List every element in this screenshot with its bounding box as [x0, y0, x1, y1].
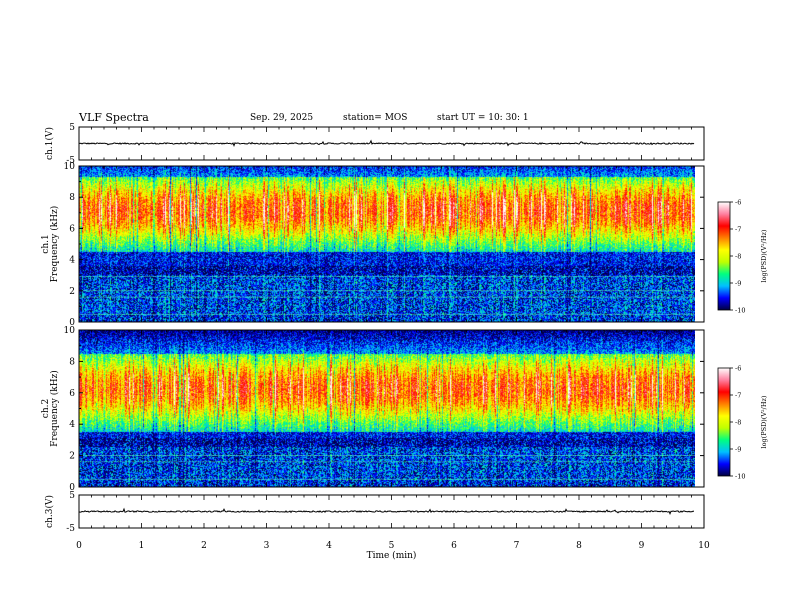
- x-tick-label: 5: [389, 541, 395, 551]
- colorbar-gradient: [717, 201, 731, 311]
- ch1-spectrogram-ylabel: ch.1: [41, 234, 51, 253]
- colorbar-tick-label: -7: [735, 392, 741, 400]
- ch1-waveform-panel: 5 -5 ch.1(V): [44, 123, 705, 166]
- colorbar-label: log(PSD)(V²/Hz): [760, 395, 768, 448]
- colorbar-tick-label: -9: [735, 280, 741, 288]
- ch1-waveform-ytick-label: -5: [66, 156, 75, 166]
- ch2-spectrogram-ylabel: ch.2: [41, 399, 51, 418]
- ch2-spectrogram-ytick-label: 0: [69, 483, 75, 493]
- x-tick-label: 6: [451, 541, 457, 551]
- x-tick-label: 8: [576, 541, 582, 551]
- ch3-waveform-ylabel: ch.3(V): [44, 495, 55, 528]
- ch1-waveform-trace: [78, 139, 695, 147]
- ch3-waveform-trace: [78, 507, 695, 515]
- ch1-spectrogram-ytick-label: 0: [69, 318, 75, 328]
- ch3-waveform-ytick-label: 5: [69, 491, 75, 501]
- x-tick-label: 9: [639, 541, 645, 551]
- ch1-spectrogram-raster: [79, 166, 695, 322]
- x-axis-label: Time (min): [367, 550, 417, 561]
- start-time-label: start UT = 10: 30: 1: [437, 113, 529, 123]
- x-tick-label: 4: [326, 541, 332, 551]
- ch1-spectrogram-ytick-label: 4: [69, 256, 75, 266]
- colorbar-tick-label: -9: [735, 446, 741, 454]
- ch1-waveform-ytick-label: 5: [69, 123, 75, 133]
- colorbar-2: -6 -7 -8 -9 -10 log(PSD)(V²/Hz): [717, 365, 768, 481]
- ch1-spectrogram-ylabel: Frequency (kHz): [49, 206, 60, 283]
- ch2-spectrogram-ytick-label: 10: [64, 326, 76, 336]
- colorbar-tick-label: -6: [735, 365, 741, 373]
- station-label: station= MOS: [343, 113, 408, 123]
- ch3-waveform-ytick-label: -5: [66, 524, 75, 534]
- x-tick-label: 7: [514, 541, 520, 551]
- ch2-spectrogram-ytick-label: 6: [69, 389, 75, 399]
- ch1-waveform-ylabel: ch.1(V): [44, 127, 55, 160]
- plot-title: VLF Spectra: [79, 111, 149, 124]
- x-tick-label: 1: [139, 541, 145, 551]
- colorbar-tick-label: -10: [735, 473, 745, 481]
- ch1-spectrogram-ytick-label: 6: [69, 224, 75, 234]
- colorbar-tick-label: -10: [735, 307, 745, 315]
- ch2-spectrogram-ytick-label: 8: [69, 357, 75, 367]
- x-tick-label: 0: [76, 541, 82, 551]
- x-tick-label: 3: [264, 541, 270, 551]
- ch1-spectrogram-ytick-label: 10: [64, 162, 76, 172]
- ch2-spectrogram-raster: [79, 330, 695, 487]
- ch2-spectrogram-ylabel: Frequency (kHz): [49, 370, 60, 447]
- ch1-spectrogram-panel: 0 2 4 6 8 10 ch.1 Frequency (kHz): [41, 162, 705, 328]
- colorbar-tick-label: -8: [735, 253, 741, 261]
- x-tick-label: 10: [698, 541, 710, 551]
- ch3-waveform-panel: 5 -5 ch.3(V): [44, 491, 705, 534]
- colorbar-gradient: [717, 367, 731, 477]
- colorbar-1: -6 -7 -8 -9 -10 log(PSD)(V²/Hz): [717, 199, 768, 315]
- ch2-spectrogram-ytick-label: 2: [69, 452, 75, 462]
- ch2-spectrogram-ytick-label: 4: [69, 420, 75, 430]
- colorbar-tick-label: -6: [735, 199, 741, 207]
- date-label: Sep. 29, 2025: [250, 113, 314, 123]
- colorbar-tick-label: -8: [735, 419, 741, 427]
- colorbar-label: log(PSD)(V²/Hz): [760, 229, 768, 282]
- ch1-spectrogram-ytick-label: 8: [69, 193, 75, 203]
- ch2-spectrogram-panel: 0 2 4 6 8 10 ch.2 Frequency (kHz): [41, 326, 705, 493]
- ch1-spectrogram-ytick-label: 2: [69, 287, 75, 297]
- colorbar-tick-label: -7: [735, 226, 741, 234]
- x-tick-label: 2: [201, 541, 207, 551]
